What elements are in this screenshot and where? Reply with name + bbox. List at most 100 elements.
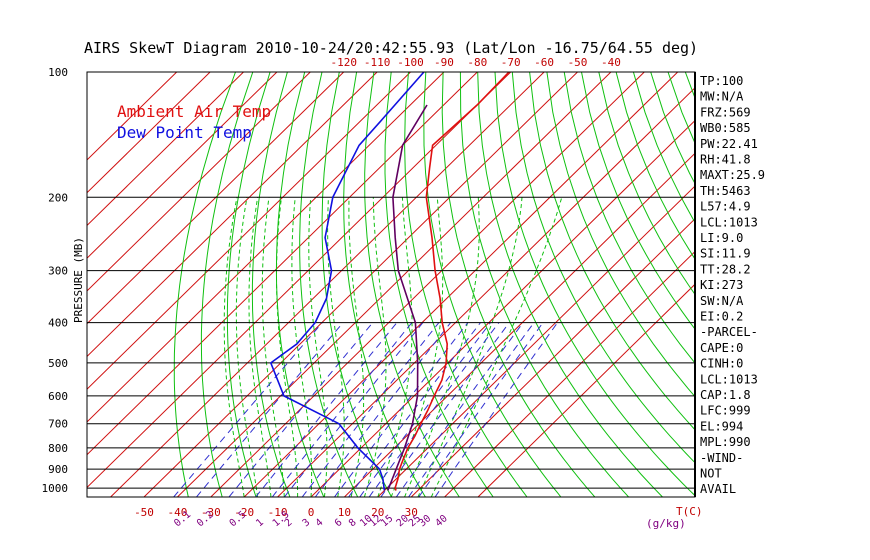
index-item: CAPE:0: [700, 341, 743, 355]
dry-adiabat-line: [275, 72, 325, 497]
pressure-tick-label: 500: [48, 357, 68, 370]
index-item: SI:11.9: [700, 247, 751, 261]
moist-adiabat-line: [327, 197, 345, 497]
dry-adiabat-line: [364, 72, 460, 497]
moist-adiabat-line: [430, 197, 563, 497]
mixing-ratio-line: [196, 322, 344, 497]
dewpoint-profile-line: [269, 72, 425, 491]
dry-adiabat-line: [477, 72, 663, 497]
top-temp-tick-label: -80: [467, 56, 487, 69]
mixing-ratio-line: [418, 322, 544, 497]
isotherm-line: [87, 72, 178, 161]
index-item: NOT: [700, 467, 722, 481]
isotherm-line: [87, 72, 512, 489]
dry-adiabat-line: [441, 72, 596, 497]
dry-adiabat-line: [173, 72, 236, 497]
mixing-ratio-line: [395, 322, 524, 497]
bottom-unit-label: T(C): [676, 505, 703, 518]
index-item: CINH:0: [700, 357, 743, 371]
index-item: FRZ:569: [700, 105, 751, 119]
index-item: -PARCEL-: [700, 325, 758, 339]
mixing-ratio-label: 6: [333, 517, 345, 529]
isotherm-line: [310, 119, 695, 497]
isotherm-line: [87, 72, 411, 390]
index-item: MW:N/A: [700, 90, 744, 104]
top-temp-tick-label: -40: [601, 56, 621, 69]
index-item: SW:N/A: [700, 294, 744, 308]
index-item: WB0:585: [700, 121, 751, 135]
dry-adiabat-line: [598, 72, 695, 296]
pressure-tick-label: 100: [48, 66, 68, 79]
index-item: EI:0.2: [700, 310, 743, 324]
moist-adiabat-line: [417, 197, 523, 497]
mixing-ratio-line: [228, 322, 374, 497]
index-item: -WIND-: [700, 451, 743, 465]
index-item: LFC:999: [700, 404, 751, 418]
temperature-profile-line: [394, 72, 510, 491]
index-item: MPL:990: [700, 435, 751, 449]
isotherm-line: [477, 283, 695, 497]
isotherm-line: [87, 72, 211, 194]
mixing-ratio-line: [314, 322, 452, 497]
mixing-ratio-label: 2: [283, 517, 295, 529]
dry-adiabat-line: [423, 72, 562, 497]
pressure-tick-label: 900: [48, 463, 68, 476]
index-item: LCL:1013: [700, 372, 758, 386]
moist-adiabat-line: [348, 197, 365, 497]
mixing-ratio-label: 4: [314, 517, 326, 529]
mixing-ratio-line: [368, 322, 500, 497]
mixing-ratio-line: [271, 322, 413, 497]
mixing-ratio-line: [334, 322, 469, 497]
isotherm-line: [444, 250, 695, 497]
top-temp-tick-label: -50: [568, 56, 588, 69]
index-item: PW:22.41: [700, 137, 758, 151]
dry-adiabat-line: [251, 72, 291, 497]
isotherm-line: [143, 72, 578, 497]
index-item: LCL:1013: [700, 215, 758, 229]
index-item: RH:41.8: [700, 153, 751, 167]
mixing-ratio-line: [284, 322, 424, 497]
moist-adiabat-line: [235, 197, 259, 497]
dry-adiabat-line: [404, 72, 528, 497]
dry-adiabat-line: [581, 72, 695, 330]
isotherm-line: [87, 72, 478, 456]
dry-adiabat-line: [226, 72, 271, 497]
mixing-ratio-line: [173, 322, 323, 497]
bottom-temp-tick-label: 30: [405, 506, 418, 519]
isotherm-line: [110, 72, 545, 497]
moist-adiabat-line: [276, 197, 299, 497]
dry-adiabat-line: [321, 72, 392, 497]
top-temp-tick-label: -90: [434, 56, 454, 69]
dry-adiabat-line: [529, 72, 695, 431]
index-item: L57:4.9: [700, 200, 751, 214]
chart-title: AIRS SkewT Diagram 2010-10-24/20:42:55.9…: [84, 39, 698, 57]
bottom-temp-tick-label: -10: [268, 506, 288, 519]
isotherm-line: [410, 218, 695, 497]
isotherm-line: [243, 72, 679, 497]
mixing-ratio-line: [408, 322, 535, 497]
index-item: TH:5463: [700, 184, 751, 198]
index-item: LI:9.0: [700, 231, 743, 245]
top-temp-tick-label: -60: [534, 56, 554, 69]
parcel-profile-line: [387, 104, 428, 491]
dry-adiabat-line: [343, 72, 426, 497]
legend-ambient-air-temp: Ambient Air Temp: [117, 102, 271, 121]
moist-adiabat-line: [404, 197, 480, 497]
mixing-ratio-label: 3: [301, 517, 313, 529]
mixing-ratio-line: [359, 322, 491, 497]
mixing-ratio-label: 30: [417, 513, 433, 529]
isotherm-line: [177, 72, 612, 497]
index-item: KI:273: [700, 278, 743, 292]
pressure-tick-label: 700: [48, 418, 68, 431]
moist-adiabat-line: [223, 197, 245, 497]
dry-adiabat-line: [667, 72, 695, 145]
moist-adiabat-line: [248, 197, 272, 497]
index-item: CAP:1.8: [700, 388, 751, 402]
pressure-tick-label: 1000: [42, 482, 69, 495]
mixing-ratio-label: 40: [433, 513, 449, 529]
bottom-temp-tick-label: -40: [167, 506, 187, 519]
top-temp-tick-label: -120: [330, 56, 357, 69]
pressure-tick-label: 200: [48, 191, 68, 204]
isotherm-line: [87, 72, 378, 358]
